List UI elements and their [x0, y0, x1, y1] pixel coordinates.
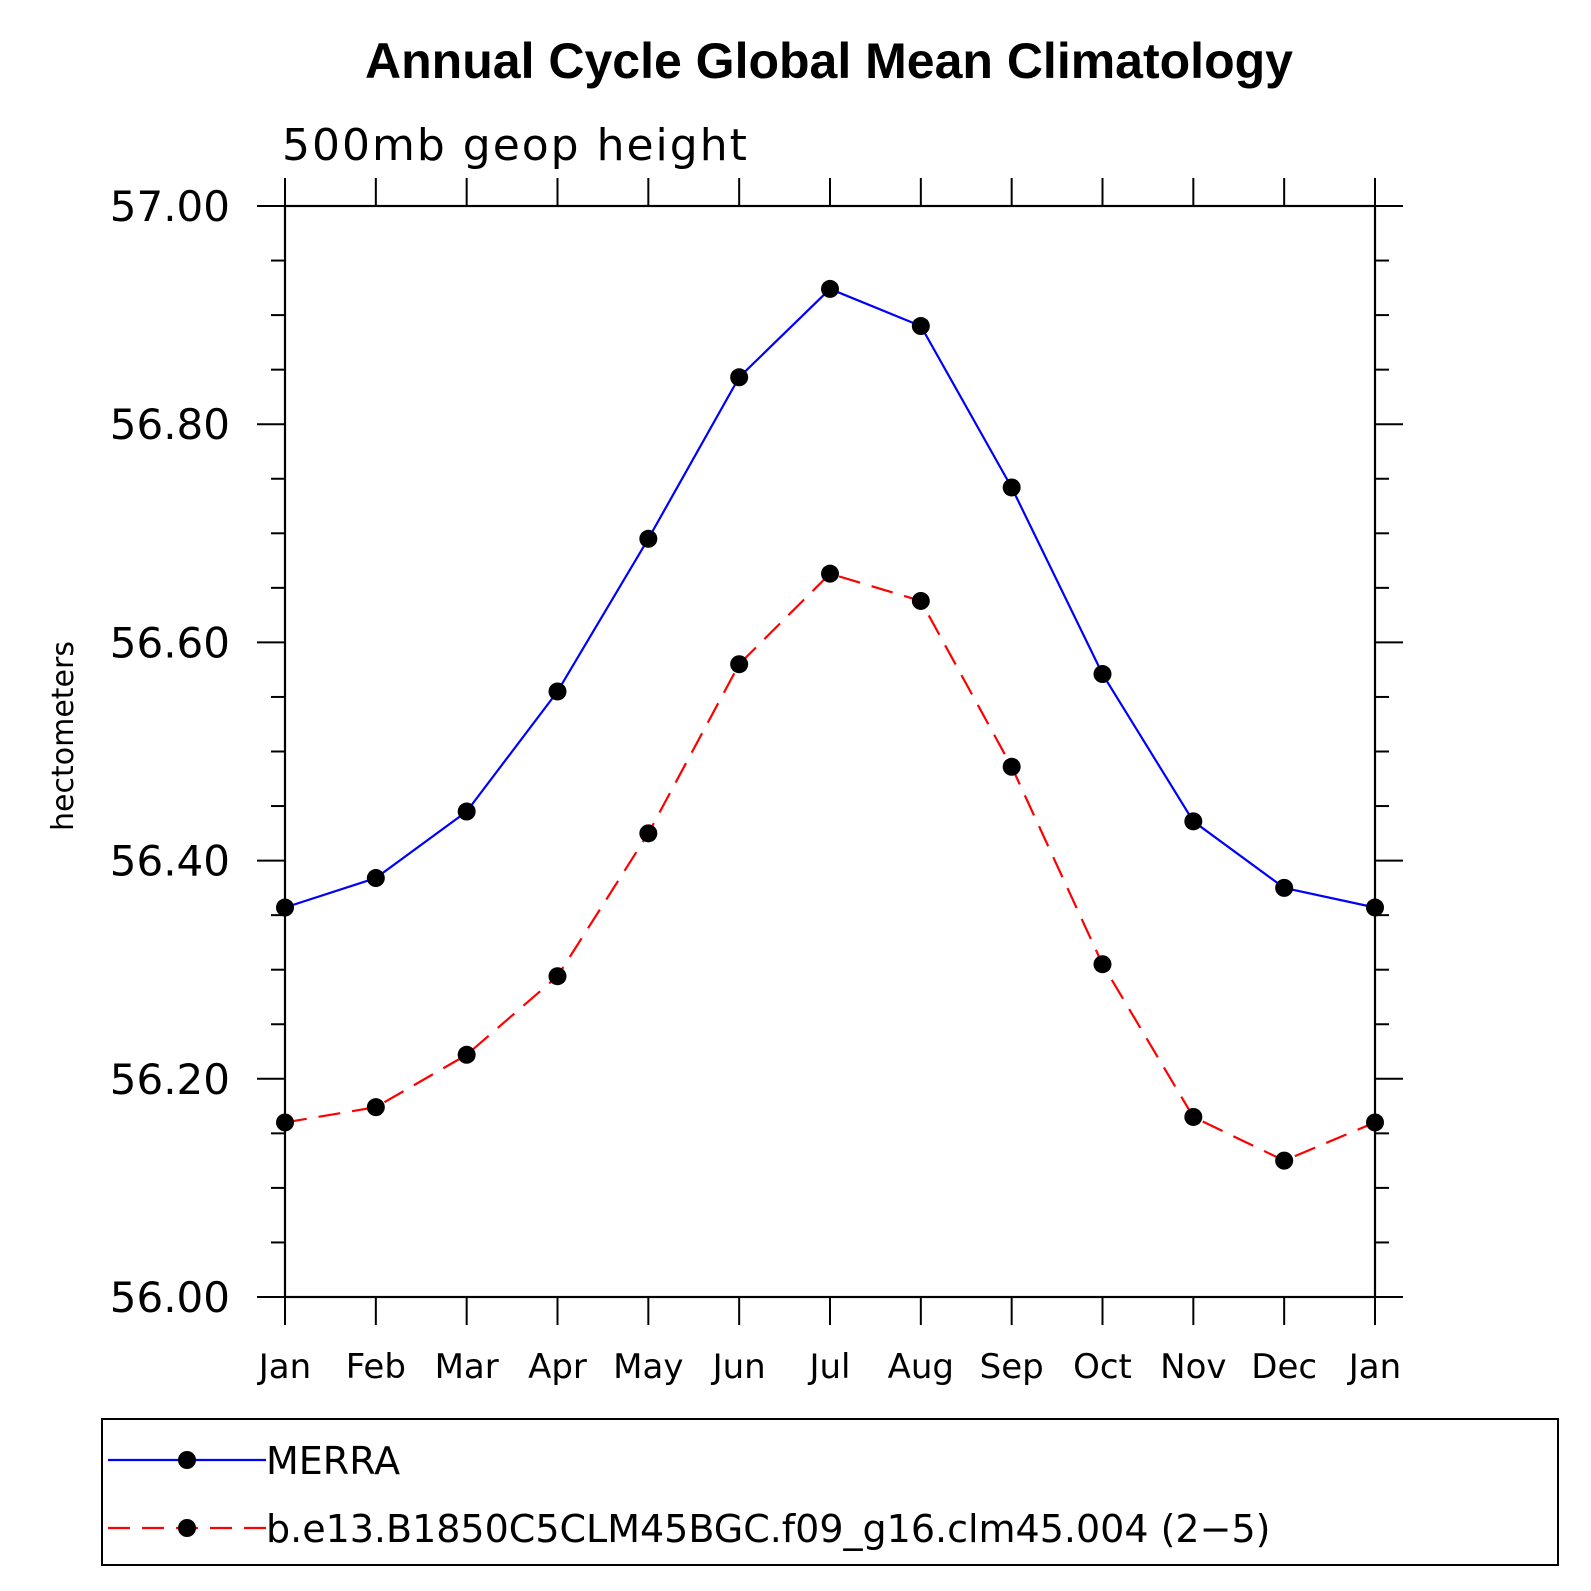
- plot-frame: [283, 204, 1377, 1299]
- data-point: [911, 317, 930, 336]
- data-point: [457, 1045, 476, 1064]
- data-point: [1093, 955, 1112, 974]
- x-tick-label: Sep: [980, 1347, 1044, 1387]
- data-point: [1184, 812, 1203, 831]
- x-tick-label: Apr: [528, 1347, 587, 1387]
- data-point: [1366, 1113, 1384, 1132]
- y-tick-label: 56.60: [110, 618, 230, 667]
- series-1: [276, 564, 1384, 1170]
- data-point: [548, 682, 567, 701]
- legend-label-model: b.e13.B1850C5CLM45BGC.f09_g16.clm45.004 …: [266, 1507, 1270, 1551]
- data-point: [366, 1098, 385, 1117]
- axes: 56.00 56.20 56.40 56.60 56.80 57.00 Jan Feb Mar A…: [110, 178, 1403, 1387]
- data-point: [276, 1113, 294, 1132]
- data-point: [1002, 757, 1021, 776]
- series-0: [276, 279, 1384, 917]
- x-tick-label: Aug: [888, 1347, 954, 1387]
- data-point: [1275, 878, 1294, 897]
- chart-title: Annual Cycle Global Mean Climatology: [365, 33, 1293, 89]
- x-tick-label: Jan: [1347, 1347, 1401, 1387]
- legend-box: [101, 1418, 1559, 1566]
- data-point: [548, 967, 567, 986]
- y-tick-label: 56.40: [110, 837, 230, 886]
- legend-label-merra: MERRA: [266, 1439, 400, 1483]
- x-tick-label: Jul: [807, 1347, 850, 1387]
- data-point: [821, 279, 839, 298]
- data-point: [730, 368, 749, 387]
- x-tick-label: Jun: [711, 1347, 766, 1387]
- chart-subtitle: 500mb geop height: [282, 120, 749, 171]
- legend-marker-merra: [178, 1451, 196, 1469]
- data-point: [366, 869, 385, 888]
- data-point: [639, 824, 658, 843]
- y-tick-label: 56.00: [110, 1273, 230, 1322]
- y-tick-label: 56.20: [110, 1055, 230, 1104]
- x-tick-label: Oct: [1073, 1347, 1132, 1387]
- data-point: [821, 564, 839, 583]
- series-line: [284, 572, 1376, 1162]
- data-point: [1184, 1107, 1203, 1126]
- data-point: [1366, 898, 1384, 917]
- y-tick-label: 56.80: [110, 400, 230, 449]
- legend: MERRA b.e13.B1850C5CLM45BGC.f09_g16.clm4…: [101, 1418, 1559, 1566]
- y-axis-label: hectometers: [46, 641, 81, 831]
- x-tick-label: Nov: [1160, 1347, 1226, 1387]
- series-line: [284, 287, 1376, 909]
- data-point: [730, 655, 749, 674]
- data-point: [1002, 478, 1021, 497]
- x-tick-label: May: [613, 1347, 683, 1387]
- y-tick-label: 57.00: [110, 182, 230, 231]
- data-point: [1093, 665, 1112, 684]
- data-point: [911, 591, 930, 610]
- legend-marker-model: [178, 1519, 196, 1537]
- data-point: [276, 898, 294, 917]
- series-group: [276, 279, 1384, 1170]
- x-tick-label: Feb: [346, 1347, 406, 1387]
- x-tick-label: Dec: [1251, 1347, 1317, 1387]
- data-point: [639, 529, 658, 548]
- x-tick-label: Jan: [257, 1347, 311, 1387]
- x-tick-label: Mar: [435, 1347, 499, 1387]
- data-point: [1275, 1151, 1294, 1170]
- data-point: [457, 802, 476, 821]
